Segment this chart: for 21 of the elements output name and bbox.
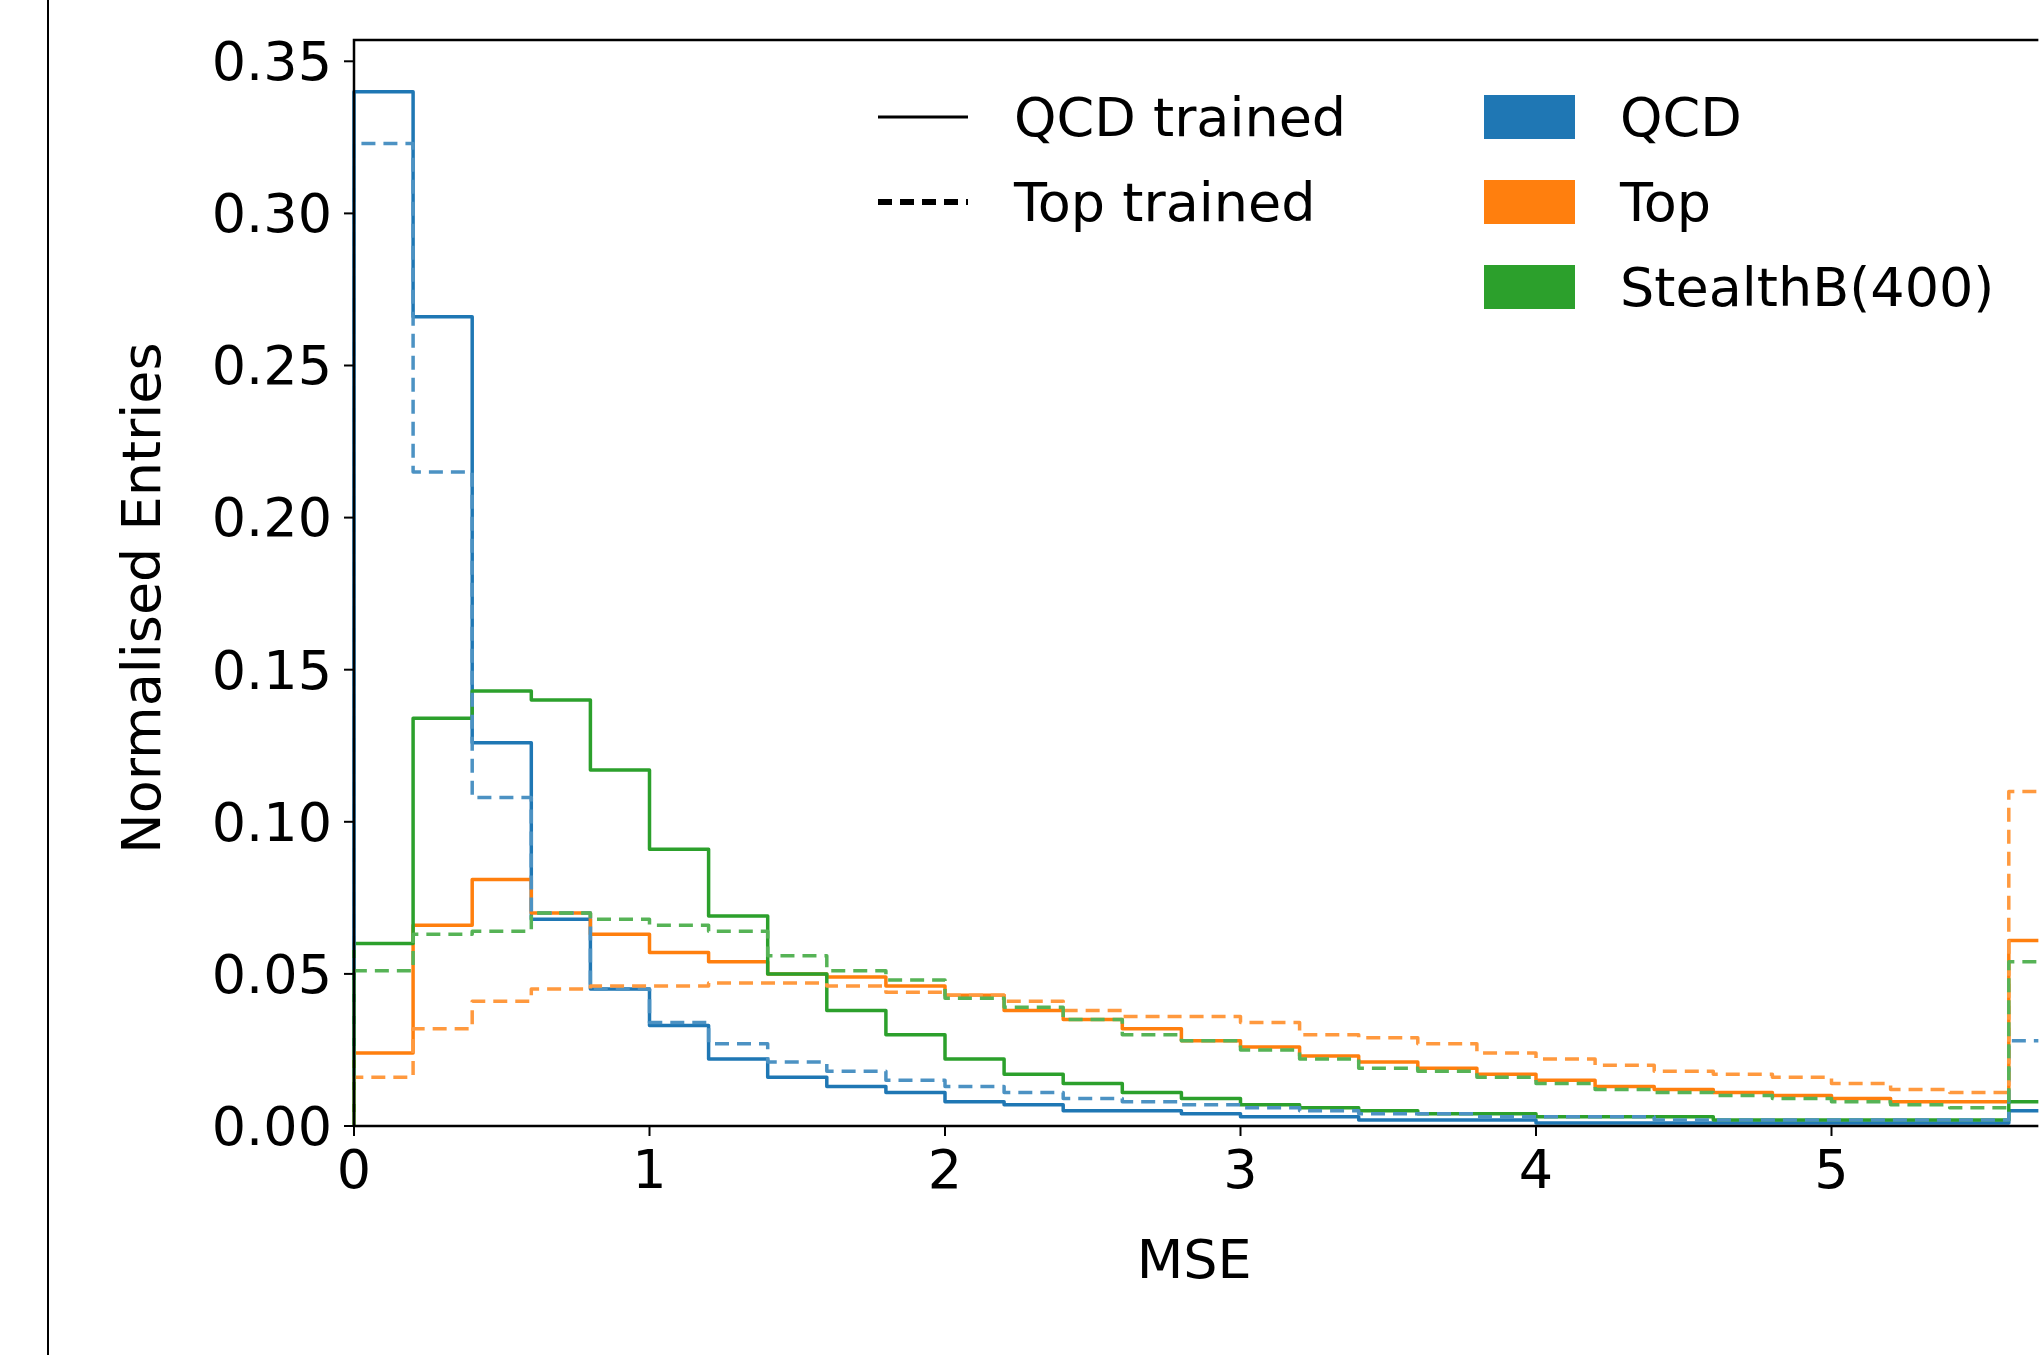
y-tick-label: 0.05: [211, 942, 332, 1006]
y-tick-label: 0.35: [211, 30, 332, 94]
x-axis-title: MSE: [1136, 1228, 1252, 1291]
y-tick-label: 0.15: [211, 638, 332, 702]
x-tick-label: 5: [1814, 1138, 1849, 1201]
legend-label: QCD: [1620, 85, 1742, 149]
x-tick-label: 4: [1518, 1138, 1554, 1201]
x-tick-label: 0: [336, 1138, 372, 1201]
y-tick-label: 0.30: [211, 182, 332, 246]
legend-label: StealthB(400): [1620, 255, 1995, 319]
y-tick-label: 0.10: [211, 790, 332, 854]
y-tick-label: 0.00: [211, 1094, 332, 1158]
x-tick-label: 2: [927, 1138, 963, 1201]
x-tick-label: 1: [632, 1138, 667, 1201]
y-tick-label: 0.25: [211, 334, 332, 398]
y-axis-title: Normalised Entries: [110, 342, 173, 854]
annotation: QCD trained: [1014, 85, 1347, 149]
x-tick-label: 3: [1223, 1138, 1258, 1201]
annotation: Top trained: [1013, 170, 1316, 234]
y-tick-label: 0.20: [211, 486, 332, 550]
legend-label: Top: [1619, 170, 1712, 234]
